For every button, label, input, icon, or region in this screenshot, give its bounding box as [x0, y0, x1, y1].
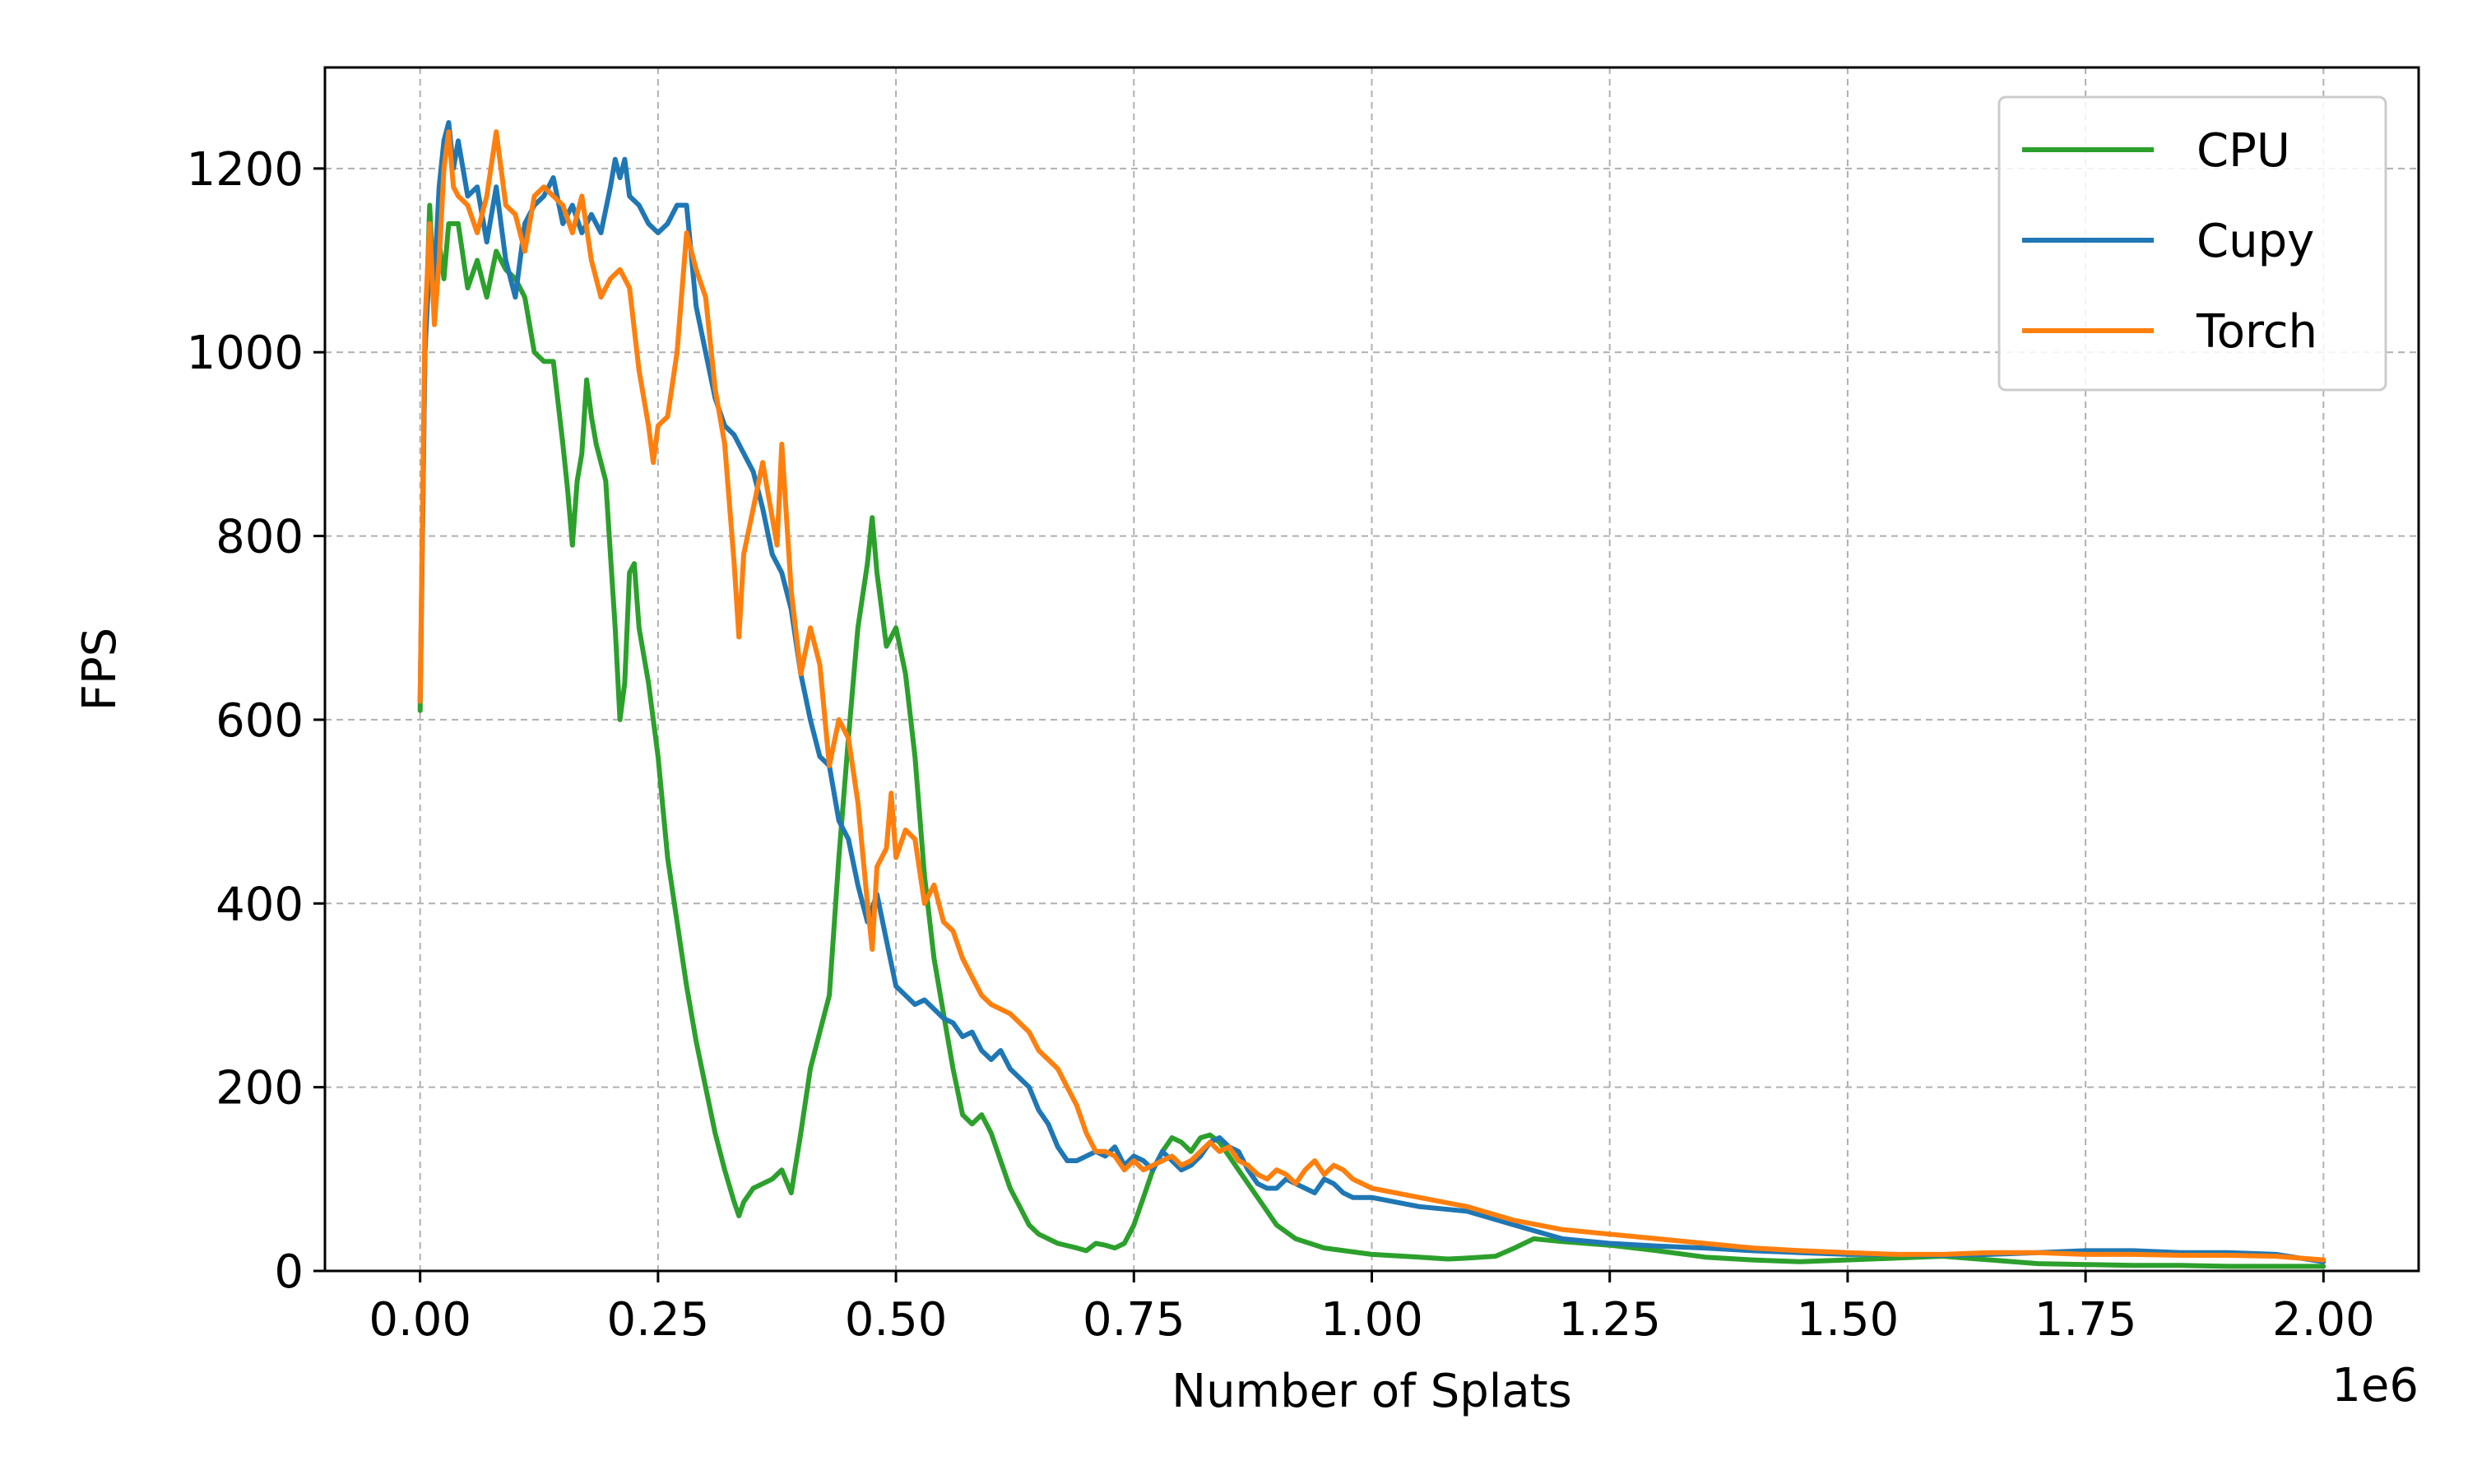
legend-label-cpu: CPU — [2197, 124, 2290, 178]
y-tick-label: 1000 — [186, 327, 304, 380]
axis-ticks: 0.00 0.25 0.50 0.75 1.00 1.25 1.50 1.75 2.00 0 200… — [186, 143, 2374, 1347]
legend: CPU Cupy Torch — [1997, 95, 2387, 392]
y-tick-label: 800 — [216, 511, 304, 564]
x-tick-label: 0.25 — [607, 1293, 710, 1347]
x-tick-label: 0.00 — [369, 1293, 471, 1347]
y-tick-label: 1200 — [186, 143, 304, 197]
x-axis-offset-label: 1e6 — [2331, 1359, 2419, 1412]
series-line-cpu — [417, 202, 2327, 1269]
x-tick-label: 1.50 — [1797, 1293, 1900, 1347]
series-line-cupy — [417, 120, 2327, 1264]
x-tick-label: 2.00 — [2272, 1293, 2375, 1347]
legend-box — [1997, 95, 2387, 392]
x-tick-label: 1.25 — [1558, 1293, 1661, 1347]
series-line-torch — [417, 129, 2327, 1263]
series-lines — [417, 120, 2327, 1269]
x-tick-label: 0.50 — [845, 1293, 948, 1347]
x-tick-label: 1.75 — [2034, 1293, 2137, 1347]
legend-label-cupy: Cupy — [2197, 215, 2314, 268]
x-tick-label: 0.75 — [1083, 1293, 1185, 1347]
y-tick-label: 200 — [216, 1062, 304, 1115]
y-tick-label: 400 — [216, 878, 304, 931]
x-axis-label: Number of Splats — [1171, 1365, 1572, 1418]
y-tick-label: 0 — [274, 1245, 304, 1299]
y-axis-label: FPS — [73, 628, 127, 712]
y-tick-label: 600 — [216, 694, 304, 748]
legend-label-torch: Torch — [2196, 305, 2317, 359]
x-tick-label: 1.00 — [1320, 1293, 1423, 1347]
